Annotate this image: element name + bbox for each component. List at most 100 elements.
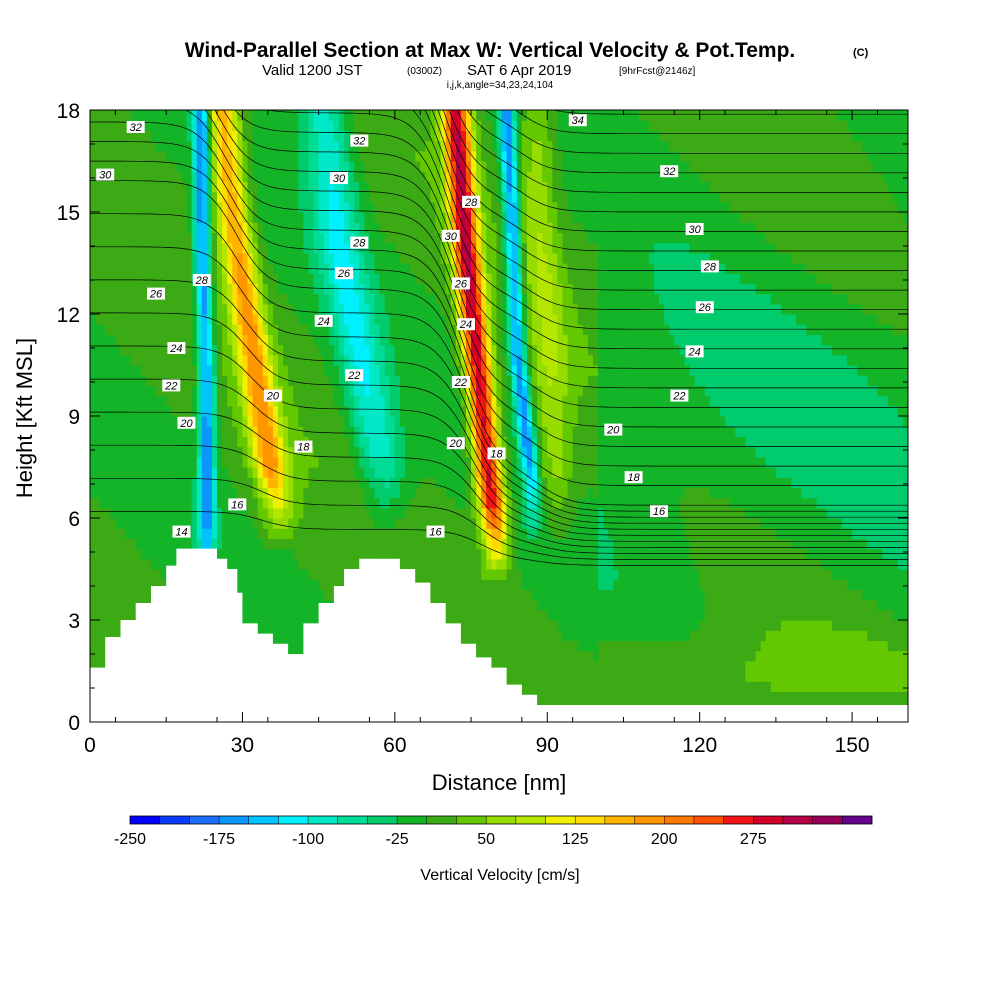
velocity-cell: [410, 222, 416, 233]
velocity-cell: [161, 161, 167, 172]
velocity-cell: [293, 283, 299, 295]
velocity-cell: [156, 569, 162, 580]
velocity-cell: [445, 538, 452, 550]
velocity-cell: [130, 334, 137, 346]
velocity-cell: [217, 263, 223, 274]
velocity-cell: [450, 446, 457, 458]
velocity-cell: [110, 293, 116, 305]
velocity-cell: [379, 150, 386, 162]
velocity-cell: [481, 507, 487, 519]
velocity-cell: [242, 130, 249, 142]
velocity-cell: [323, 569, 330, 580]
velocity-cell: [374, 110, 381, 121]
velocity-cell: [247, 212, 254, 223]
velocity-cell: [389, 110, 396, 121]
velocity-cell: [206, 110, 213, 121]
velocity-cell: [237, 487, 244, 499]
velocity-cell: [430, 354, 437, 366]
velocity-cell: [150, 538, 157, 550]
velocity-cell: [115, 446, 122, 458]
velocity-cell: [303, 385, 310, 397]
velocity-cell: [481, 487, 487, 499]
velocity-cell: [389, 426, 396, 437]
velocity-cell: [156, 110, 162, 121]
velocity-cell: [328, 446, 335, 458]
velocity-cell: [491, 222, 498, 233]
velocity-cell: [323, 293, 330, 305]
velocity-cell: [110, 558, 116, 570]
velocity-cell: [379, 405, 386, 417]
velocity-cell: [471, 283, 477, 295]
velocity-cell: [506, 487, 513, 499]
velocity-cell: [425, 110, 432, 121]
velocity-cell: [369, 201, 376, 213]
velocity-cell: [227, 212, 233, 223]
velocity-cell: [455, 467, 462, 478]
velocity-cell: [318, 426, 325, 437]
velocity-cell: [394, 303, 401, 315]
velocity-cell: [125, 283, 132, 295]
velocity-cell: [135, 477, 142, 488]
velocity-cell: [394, 548, 401, 560]
velocity-cell: [130, 609, 137, 621]
velocity-cell: [425, 263, 432, 274]
velocity-cell: [496, 477, 503, 488]
velocity-cell: [196, 518, 203, 529]
velocity-cell: [425, 191, 432, 203]
velocity-cell: [283, 538, 289, 550]
velocity-cell: [191, 314, 198, 325]
velocity-cell: [130, 242, 137, 254]
velocity-cell: [171, 324, 177, 335]
velocity-cell: [120, 487, 127, 499]
velocity-cell: [196, 283, 203, 295]
velocity-cell: [267, 354, 274, 366]
velocity-cell: [450, 171, 457, 182]
velocity-cell: [308, 579, 315, 590]
velocity-cell: [125, 303, 132, 315]
velocity-cell: [288, 344, 294, 356]
velocity-cell: [460, 426, 467, 437]
velocity-cell: [232, 446, 238, 458]
velocity-cell: [471, 273, 477, 284]
velocity-cell: [460, 365, 467, 376]
velocity-cell: [405, 497, 411, 509]
velocity-cell: [191, 528, 198, 539]
velocity-cell: [222, 293, 228, 305]
velocity-cell: [130, 150, 137, 162]
velocity-cell: [379, 191, 386, 203]
velocity-cell: [267, 558, 274, 570]
velocity-cell: [211, 507, 218, 519]
velocity-cell: [430, 283, 437, 295]
velocity-cell: [420, 140, 426, 152]
velocity-cell: [440, 569, 447, 580]
velocity-cell: [257, 385, 264, 397]
velocity-cell: [384, 436, 391, 448]
velocity-cell: [328, 212, 335, 223]
velocity-cell: [262, 252, 269, 264]
velocity-cell: [435, 487, 442, 499]
velocity-cell: [201, 212, 208, 223]
velocity-cell: [105, 589, 111, 601]
velocity-cell: [344, 497, 350, 509]
velocity-cell: [496, 222, 503, 233]
velocity-cell: [150, 191, 157, 203]
velocity-cell: [303, 161, 310, 172]
velocity-cell: [379, 334, 386, 346]
velocity-cell: [333, 395, 340, 407]
velocity-cell: [303, 201, 310, 213]
velocity-cell: [95, 110, 101, 121]
velocity-cell: [211, 212, 218, 223]
velocity-cell: [399, 456, 406, 468]
velocity-cell: [181, 130, 188, 142]
velocity-cell: [100, 334, 106, 346]
velocity-cell: [394, 467, 401, 478]
velocity-cell: [344, 212, 350, 223]
velocity-cell: [211, 385, 218, 397]
velocity-cell: [465, 130, 472, 142]
velocity-cell: [471, 354, 477, 366]
velocity-cell: [206, 140, 213, 152]
velocity-cell: [262, 232, 269, 244]
velocity-cell: [100, 110, 106, 121]
velocity-cell: [420, 263, 426, 274]
velocity-cell: [389, 344, 396, 356]
